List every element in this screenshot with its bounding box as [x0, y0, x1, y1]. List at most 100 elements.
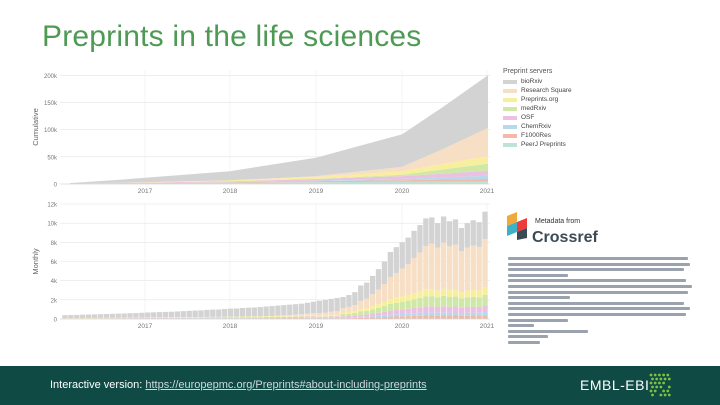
code-line [508, 301, 684, 305]
bar-segment-osf [399, 309, 405, 315]
bar-segment-medrxiv [399, 301, 405, 310]
bar-segment-biorxiv [346, 295, 352, 307]
bar-segment-chemrxiv [381, 315, 388, 317]
bar-segment-medrxiv [411, 299, 417, 308]
bar-segment-biorxiv [470, 220, 476, 246]
code-line [508, 340, 540, 344]
legend-label: OSF [521, 114, 535, 121]
bar-segment-chemrxiv [352, 317, 358, 319]
code-line [508, 279, 686, 283]
logo-dot [662, 389, 665, 393]
bar-segment-preprints-org [263, 316, 269, 317]
bar-segment-osf [346, 316, 352, 318]
bar-segment-osf [470, 306, 476, 313]
bar-segment-preprints-org [364, 308, 370, 311]
logo-dot [649, 389, 653, 393]
logo-dot [653, 381, 657, 385]
legend-item[interactable]: ChemRxiv [503, 122, 613, 131]
bar-segment-research-square [322, 312, 328, 316]
bar-segment-osf [210, 317, 216, 319]
legend-item[interactable]: Research Square [503, 86, 613, 95]
legend-swatch [503, 88, 517, 93]
legend-item[interactable]: F1000Res [503, 131, 613, 140]
bar-segment-biorxiv [358, 285, 364, 301]
logo-dot [662, 373, 665, 377]
bar-segment-osf [222, 317, 228, 318]
crossref-small-label: Metadata from [535, 218, 581, 225]
bar-segment-medrxiv [387, 303, 394, 311]
bar-segment-biorxiv [435, 223, 441, 248]
logo-dot [667, 385, 671, 389]
bar-segment-research-square [387, 277, 394, 300]
x-tick-label: 2019 [309, 323, 324, 330]
bar-segment-preprints-org [310, 315, 317, 317]
bar-segment-f1000res [358, 317, 364, 319]
bar-segment-f1000res [452, 315, 459, 319]
bar-segment-preprints-org [417, 291, 423, 298]
legend-swatch [503, 133, 517, 138]
logo-dot [659, 385, 663, 389]
legend-label: Research Square [521, 87, 572, 94]
bar-segment-chemrxiv [358, 316, 364, 318]
bar-segment-f1000res [405, 316, 411, 319]
bar-segment-chemrxiv [387, 314, 394, 317]
bar-segment-biorxiv [304, 302, 311, 314]
y-axis-label: Cumulative [31, 108, 40, 146]
y-tick-label: 150k [44, 101, 58, 107]
bar-segment-medrxiv [458, 298, 465, 308]
bar-segment-osf [293, 316, 299, 318]
legend-item[interactable]: Preprints.org [503, 95, 613, 104]
bar-segment-research-square [458, 251, 465, 293]
legend-item[interactable]: bioRxiv [503, 77, 613, 86]
bar-segment-preprints-org [322, 315, 328, 317]
bar-segment-biorxiv [227, 308, 234, 317]
bar-segment-f1000res [334, 318, 340, 319]
bar-segment-biorxiv [85, 314, 92, 318]
code-line [508, 273, 568, 277]
logo-dot [653, 373, 657, 377]
bar-segment-f1000res [423, 315, 429, 319]
bar-segment-preprints-org [293, 315, 299, 317]
bar-segment-biorxiv [375, 269, 382, 290]
bar-segment-preprints-org [358, 309, 364, 312]
bar-segment-biorxiv [381, 261, 388, 285]
bar-segment-peerj-preprints [298, 318, 305, 319]
bar-segment-medrxiv [452, 296, 459, 307]
bar-segment-medrxiv [381, 306, 388, 312]
bar-segment-f1000res [340, 318, 346, 319]
bar-segment-research-square [358, 300, 364, 310]
bar-segment-chemrxiv [322, 317, 328, 319]
bar-segment-research-square [476, 246, 482, 291]
interactive-version-link[interactable]: https://europepmc.org/Preprints#about-in… [145, 379, 427, 391]
logo-dot [659, 393, 663, 397]
bar-segment-f1000res [310, 317, 317, 319]
bar-segment-research-square [417, 252, 423, 292]
bar-segment-peerj-preprints [310, 318, 317, 319]
bar-segment-chemrxiv [310, 317, 317, 318]
logo-dot [653, 389, 657, 393]
bar-segment-biorxiv [446, 221, 453, 247]
bar-segment-chemrxiv [375, 315, 382, 318]
bar-segment-preprints-org [216, 316, 222, 318]
bar-segment-research-square [340, 308, 346, 313]
bar-segment-chemrxiv [411, 313, 417, 316]
bar-segment-f1000res [476, 315, 482, 319]
code-line [508, 290, 688, 294]
legend-item[interactable]: OSF [503, 113, 613, 122]
legend-item[interactable]: PeerJ Preprints [503, 140, 613, 149]
bar-segment-research-square [304, 313, 311, 316]
logo-dot [659, 377, 663, 381]
bar-segment-chemrxiv [440, 312, 447, 316]
logo-dot [658, 381, 661, 385]
bar-segment-preprints-org [210, 316, 216, 318]
bar-segment-biorxiv [269, 306, 275, 317]
legend-item[interactable]: medRxiv [503, 104, 613, 113]
bar-segment-biorxiv [198, 310, 204, 318]
x-tick-label: 2020 [395, 323, 410, 330]
code-line [508, 307, 690, 311]
bar-segment-f1000res [429, 315, 435, 319]
y-tick-label: 6k [51, 260, 58, 266]
logo-dot [651, 393, 654, 397]
bar-segment-preprints-org [440, 288, 447, 296]
bar-segment-biorxiv [257, 307, 263, 317]
